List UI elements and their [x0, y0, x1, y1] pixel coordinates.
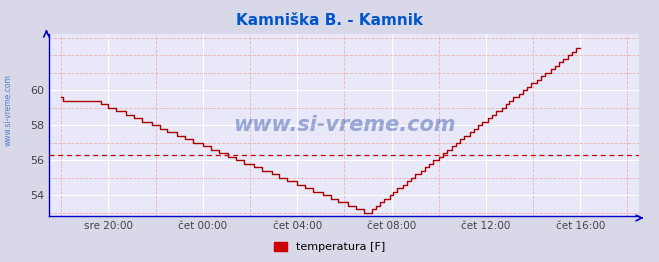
Text: www.si-vreme.com: www.si-vreme.com: [233, 115, 455, 135]
Text: www.si-vreme.com: www.si-vreme.com: [4, 74, 13, 146]
Text: Kamniška B. - Kamnik: Kamniška B. - Kamnik: [236, 13, 423, 28]
Legend: temperatura [F]: temperatura [F]: [270, 237, 389, 256]
